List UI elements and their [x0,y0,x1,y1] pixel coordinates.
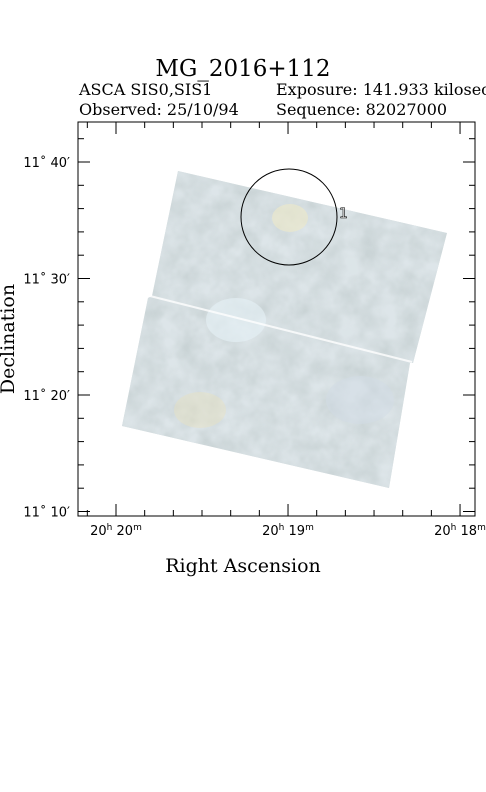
dec-tick-label: 11˚ 40′ [23,155,70,171]
exposure-label: Exposure: 141.933 kilosec [276,80,486,99]
sequence-label: Sequence: 82027000 [276,100,448,119]
instrument-label: ASCA SIS0,SIS1 [79,80,213,99]
y-axis-label: Declination [0,283,19,395]
dec-tick-label: 11˚ 10′ [23,505,70,521]
frame-ticks [78,122,475,516]
x-axis-label: Right Ascension [165,555,321,577]
dec-tick-label: 11˚ 30′ [23,272,70,288]
source-circle [240,168,338,266]
observed-label: Observed: 25/10/94 [79,100,239,119]
ra-tick-label: 20h 18m [434,523,486,539]
source-label: 1 [339,206,348,222]
plot-title: MG_2016+112 [155,56,331,82]
chip-gap [149,295,413,363]
ra-tick-label: 20h 19m [262,523,314,539]
dec-tick-label: 11˚ 20′ [23,388,70,404]
plot-frame [77,121,476,517]
ra-tick-label: 20h 20m [90,523,142,539]
